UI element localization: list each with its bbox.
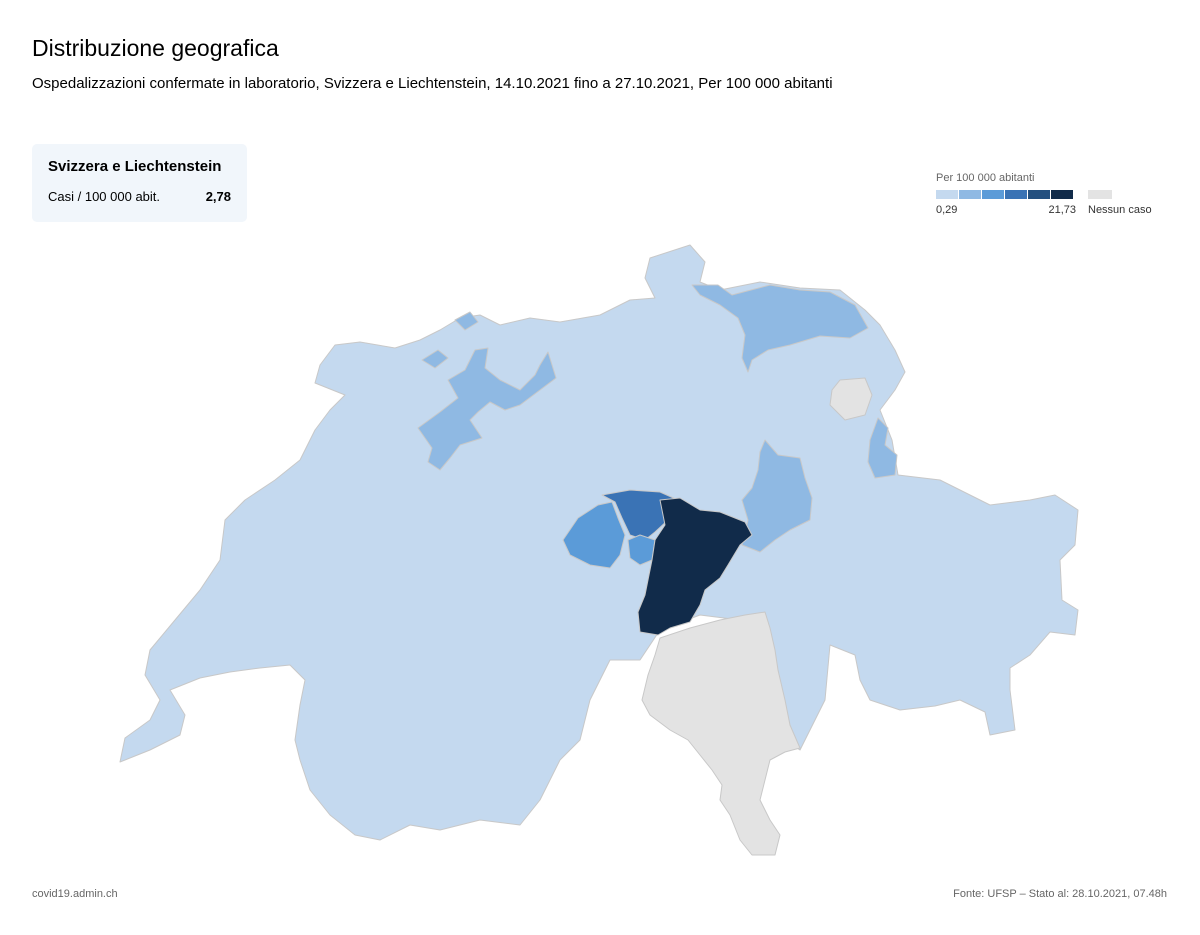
- footer-credit: Fonte: UFSP – Stato al: 28.10.2021, 07.4…: [953, 888, 1167, 900]
- region-appenzell: [829, 377, 873, 421]
- region-basel-enclave: [421, 349, 449, 369]
- region-zurich-thurgau: [691, 284, 869, 373]
- summary-title: Svizzera e Liechtenstein: [48, 158, 222, 175]
- legend-swatch-4: [1005, 190, 1027, 199]
- region-glarus: [741, 439, 813, 553]
- page-title: Distribuzione geografica: [32, 35, 279, 61]
- legend-swatch-3: [982, 190, 1004, 199]
- legend-min-label: 0,29: [936, 204, 958, 216]
- page-subtitle: Ospedalizzazioni confermate in laborator…: [32, 75, 833, 92]
- summary-value: 2,78: [205, 189, 231, 204]
- footer-source-site[interactable]: covid19.admin.ch: [32, 888, 118, 900]
- summary-label: Casi / 100 000 abit.: [48, 189, 161, 204]
- legend-swatches: [936, 190, 1076, 199]
- region-ticino: [641, 611, 801, 856]
- legend-swatch-1: [936, 190, 958, 199]
- legend-scale: 0,29 21,73: [936, 190, 1076, 216]
- summary-row: Casi / 100 000 abit. 2,78: [48, 189, 231, 204]
- legend-max-label: 21,73: [1048, 204, 1076, 216]
- legend-swatch-5: [1028, 190, 1050, 199]
- legend-swatch-6: [1051, 190, 1073, 199]
- legend-no-case-swatch: [1088, 190, 1112, 199]
- summary-card: Svizzera e Liechtenstein Casi / 100 000 …: [32, 144, 247, 222]
- region-st-gallen-east: [867, 417, 898, 479]
- region-obwalden: [562, 501, 626, 569]
- region-uri: [637, 497, 753, 636]
- switzerland-map: [119, 244, 1079, 856]
- region-solothurn: [417, 347, 557, 471]
- legend-no-case-label: Nessun caso: [1088, 204, 1152, 216]
- map-legend: Per 100 000 abitanti 0,29 21,73 Nessun c…: [936, 172, 1152, 216]
- legend-no-case: Nessun caso: [1088, 190, 1152, 216]
- region-basel-town: [454, 311, 479, 331]
- legend-title: Per 100 000 abitanti: [936, 172, 1035, 184]
- legend-swatch-2: [959, 190, 981, 199]
- region-nidwalden: [601, 489, 679, 541]
